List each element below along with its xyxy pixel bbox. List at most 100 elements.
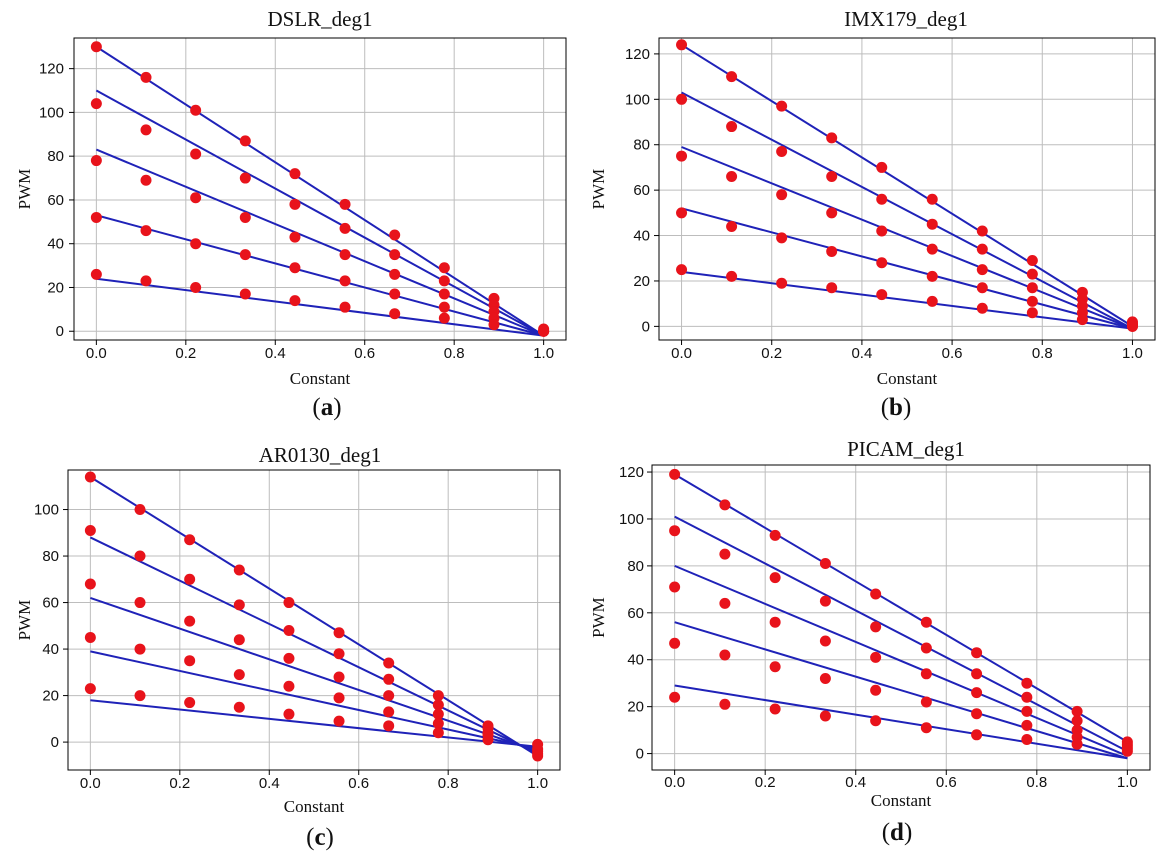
data-point bbox=[84, 471, 96, 483]
data-point bbox=[383, 673, 395, 685]
data-point bbox=[776, 232, 788, 244]
y-tick-label: 20 bbox=[633, 273, 650, 290]
data-point bbox=[870, 715, 882, 727]
data-point bbox=[669, 691, 681, 703]
chart-title: DSLR_deg1 bbox=[268, 7, 373, 31]
data-point bbox=[190, 148, 202, 160]
plot-frame bbox=[651, 464, 1151, 771]
fit-line-4 bbox=[96, 214, 544, 337]
y-tick-label: 40 bbox=[47, 236, 64, 253]
data-point bbox=[669, 581, 681, 593]
data-point bbox=[826, 207, 838, 219]
data-point bbox=[84, 524, 96, 536]
x-tick-label: 1.0 bbox=[533, 345, 554, 362]
y-tick-label: 120 bbox=[625, 46, 650, 63]
fit-line-3 bbox=[681, 146, 1133, 330]
data-point bbox=[819, 710, 831, 722]
data-point bbox=[676, 93, 688, 105]
y-tick-label: 60 bbox=[42, 595, 59, 612]
data-point bbox=[438, 312, 450, 324]
data-point bbox=[90, 268, 102, 280]
data-point bbox=[190, 238, 202, 250]
data-point bbox=[289, 231, 301, 243]
data-point bbox=[90, 41, 102, 53]
data-point bbox=[1021, 677, 1033, 689]
data-point bbox=[1026, 255, 1038, 267]
data-point bbox=[769, 703, 781, 715]
data-point bbox=[239, 172, 251, 184]
y-tick-label: 80 bbox=[627, 558, 644, 575]
data-point bbox=[719, 499, 731, 511]
data-point bbox=[140, 174, 152, 186]
data-point bbox=[971, 687, 983, 699]
data-point bbox=[876, 161, 888, 173]
chart-panel-imx179: 0.0 0.2 0.4 0.6 0.8 1.0 0 20 40 60 80 100 120 IMX179_… bbox=[589, 7, 1156, 421]
y-tick-label: 100 bbox=[625, 91, 650, 108]
data-point bbox=[140, 71, 152, 83]
data-point bbox=[819, 673, 831, 684]
data-point bbox=[233, 599, 245, 611]
x-axis-label: Constant bbox=[290, 369, 351, 388]
data-point bbox=[776, 189, 788, 201]
y-axis-label: PWM bbox=[589, 169, 608, 210]
data-point bbox=[184, 573, 196, 585]
y-axis-label: PWM bbox=[15, 600, 34, 641]
data-point bbox=[769, 572, 781, 584]
x-tick-label: 0.2 bbox=[175, 345, 196, 362]
data-point bbox=[239, 288, 251, 300]
panel-caption: (c) bbox=[306, 824, 334, 851]
fit-line-5 bbox=[96, 277, 544, 337]
data-point bbox=[876, 225, 888, 237]
y-tick-label: 60 bbox=[627, 605, 644, 622]
x-tick-label: 0.2 bbox=[755, 774, 776, 791]
x-axis-label: Constant bbox=[871, 791, 932, 810]
x-tick-label: 0.4 bbox=[851, 345, 872, 362]
data-point bbox=[920, 616, 932, 628]
data-point bbox=[876, 193, 888, 205]
y-tick-label: 60 bbox=[633, 182, 650, 199]
data-point bbox=[190, 281, 202, 293]
data-point bbox=[976, 225, 988, 237]
data-point bbox=[669, 468, 681, 480]
data-point bbox=[876, 289, 888, 301]
panel-caption: (b) bbox=[881, 394, 912, 421]
data-point bbox=[383, 657, 395, 669]
x-tick-label: 0.0 bbox=[80, 775, 101, 792]
data-point bbox=[239, 211, 251, 223]
data-point bbox=[976, 264, 988, 276]
data-point bbox=[769, 529, 781, 541]
y-tick-label: 0 bbox=[56, 323, 64, 340]
data-point bbox=[432, 708, 444, 720]
x-tick-label: 0.4 bbox=[259, 775, 280, 792]
plot-frame bbox=[658, 37, 1156, 341]
fit-line-2 bbox=[95, 89, 545, 337]
data-point bbox=[283, 597, 295, 609]
data-point bbox=[289, 295, 301, 307]
data-point bbox=[333, 671, 345, 683]
data-point bbox=[233, 564, 245, 576]
data-point bbox=[84, 631, 96, 643]
data-point bbox=[488, 319, 500, 331]
chart-panel-dslr: 0.0 0.2 0.4 0.6 0.8 1.0 0 20 40 60 80 100 120 DSLR_de… bbox=[15, 7, 567, 421]
data-point bbox=[769, 661, 781, 673]
y-tick-label: 0 bbox=[51, 734, 59, 751]
fit-line-1 bbox=[89, 476, 539, 757]
y-tick-label: 80 bbox=[633, 137, 650, 154]
data-point bbox=[438, 262, 450, 274]
data-point bbox=[1021, 691, 1033, 703]
y-axis-label: PWM bbox=[589, 597, 608, 638]
fit-line-4 bbox=[674, 621, 1128, 760]
data-point bbox=[438, 301, 450, 313]
data-point bbox=[283, 652, 295, 664]
data-point bbox=[976, 282, 988, 294]
data-point bbox=[926, 218, 938, 230]
y-axis-label: PWM bbox=[15, 169, 34, 210]
data-point bbox=[140, 124, 152, 136]
data-point bbox=[776, 146, 788, 158]
data-point bbox=[1071, 715, 1083, 727]
y-tick-label: 0 bbox=[636, 746, 644, 763]
fit-line-1 bbox=[681, 43, 1133, 328]
data-point bbox=[333, 648, 345, 660]
data-point bbox=[826, 282, 838, 294]
